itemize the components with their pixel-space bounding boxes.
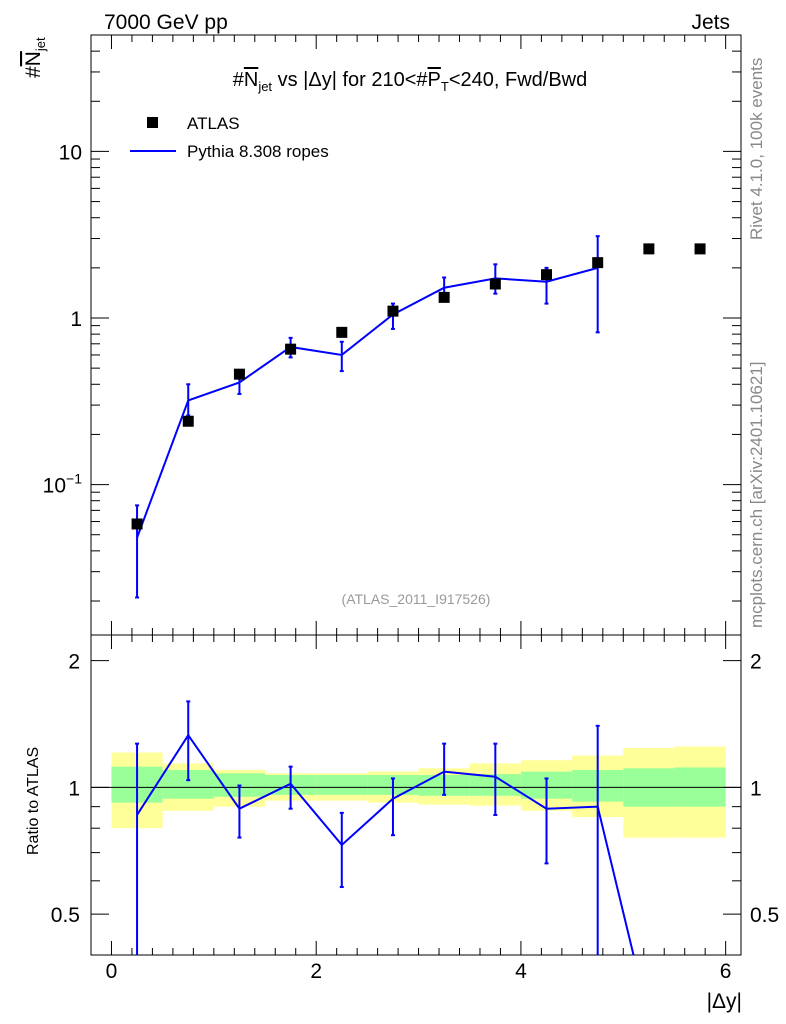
legend-atlas-marker (147, 117, 158, 128)
ratio-plot-frame (90, 634, 742, 956)
atlas-data-point (694, 243, 706, 255)
atlas-data-point (438, 291, 450, 303)
atlas-data-point (541, 269, 553, 281)
ylabel-n: N (22, 51, 45, 66)
plot-title: #Njet vs |Δy| for 210<#PT<240, Fwd/Bwd (233, 69, 588, 94)
rivet-version-label: Rivet 4.1.0, 100k events (747, 58, 766, 240)
ratio-tick-label-right: 2 (750, 651, 762, 674)
y-tick-label: 1 (70, 308, 82, 331)
title-hash: # (233, 69, 245, 91)
legend-pythia-label: Pythia 8.308 ropes (187, 142, 329, 161)
legend: ATLAS Pythia 8.308 ropes (130, 114, 329, 161)
title-tail: <240, Fwd/Bwd (449, 69, 587, 91)
atlas-data-point (387, 305, 399, 317)
header-category-label: Jets (691, 11, 730, 34)
legend-atlas-label: ATLAS (187, 114, 240, 133)
pythia-series-line (136, 266, 598, 539)
header-beam-label: 7000 GeV pp (104, 11, 228, 34)
x-tick-label: 6 (720, 960, 732, 983)
ratio-y-label: Ratio to ATLAS (25, 747, 42, 855)
x-tick-label: 4 (515, 960, 527, 983)
atlas-data-point (489, 278, 501, 290)
ratio-tick-label-right: 0.5 (750, 904, 779, 927)
ylabel-sub: jet (33, 37, 48, 52)
y-tick-exponent: −1 (66, 471, 82, 487)
title-n: N (244, 69, 258, 91)
analysis-tag: (ATLAS_2011_I917526) (342, 591, 491, 607)
x-axis-label: |Δy| (707, 990, 742, 1013)
ratio-tick-label-right: 1 (750, 777, 762, 800)
ratio-tick-label: 0.5 (51, 904, 80, 927)
ylabel-hash: # (22, 66, 45, 78)
atlas-data-point (592, 257, 604, 269)
main-y-label: #Njet (22, 37, 48, 78)
atlas-data-point (643, 243, 655, 255)
y-tick-label: 10 (59, 141, 82, 164)
ratio-plot-marks (135, 700, 635, 956)
ratio-tick-label: 2 (68, 651, 80, 674)
x-tick-label: 0 (106, 960, 118, 983)
title-n-sub: jet (257, 79, 272, 94)
title-mid: vs |Δy| for 210<# (272, 69, 428, 91)
y-tick-label: 10−1 (43, 471, 83, 498)
mcplots-source-label: mcplots.cern.ch [arXiv:2401.10621] (747, 362, 766, 628)
ratio-bands (111, 746, 726, 838)
stat-uncertainty-band (316, 774, 368, 795)
atlas-data-point (336, 326, 348, 338)
atlas-data-point (285, 343, 297, 355)
y-tick-base: 10 (43, 475, 66, 498)
x-tick-label: 2 (310, 960, 322, 983)
ratio-tick-label: 1 (68, 777, 80, 800)
title-p-sub: T (441, 79, 449, 94)
atlas-data-point (182, 415, 194, 427)
title-p: P (428, 69, 441, 91)
atlas-data-point (233, 368, 245, 380)
atlas-data-point (131, 518, 143, 530)
main-plot-marks (131, 235, 706, 599)
